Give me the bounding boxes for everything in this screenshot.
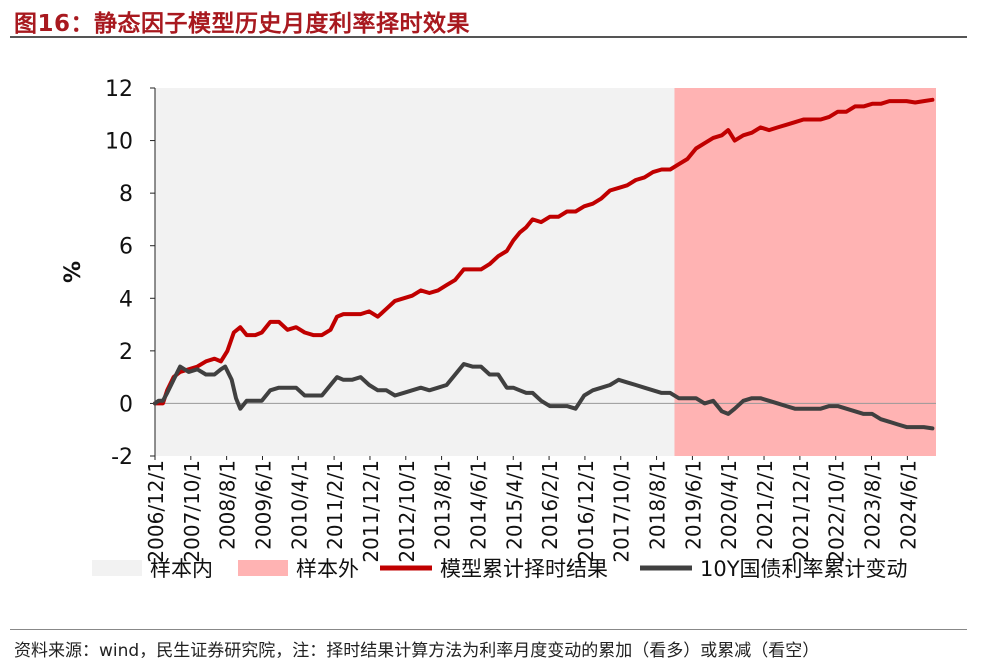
x-tick-label: 2016/12/1 (574, 460, 598, 563)
x-tick-label: 2023/8/1 (861, 460, 885, 550)
x-tick-label: 2012/10/1 (395, 460, 419, 563)
y-tick-labels: 12 10 8 6 4 2 0 -2 (105, 77, 133, 470)
legend-label: 样本内 (150, 557, 213, 581)
y-tick-label: 2 (119, 340, 133, 365)
x-tick-label: 2024/6/1 (896, 460, 920, 550)
x-tick-label: 2010/4/1 (287, 460, 311, 550)
x-tick-label: 2014/6/1 (466, 460, 490, 550)
series-model-timing-line (153, 97, 935, 406)
x-tick-label: 2016/2/1 (538, 460, 562, 550)
x-tick-label: 2022/10/1 (825, 460, 849, 563)
legend-label: 10Y国债利率累计变动 (700, 557, 908, 581)
x-tick-label: 2020/4/1 (717, 460, 741, 550)
x-tick-label: 2008/8/1 (216, 460, 240, 550)
x-tick-label: 2015/4/1 (502, 460, 526, 550)
figure-title: 图16：静态因子模型历史月度利率择时效果 (14, 11, 471, 37)
y-tick-label: -2 (111, 445, 133, 470)
x-tick-label: 2021/2/1 (753, 460, 777, 550)
x-tick-label: 2019/6/1 (681, 460, 705, 550)
legend: 样本内 样本外 模型累计择时结果 10Y国债利率累计变动 (92, 557, 908, 581)
y-tick-label: 12 (105, 77, 133, 102)
series-10y-yield-change-line (153, 362, 935, 431)
x-tick-label: 2011/2/1 (323, 460, 347, 550)
legend-swatch (92, 560, 142, 576)
y-tick-label: 4 (119, 287, 133, 312)
sample-regions (155, 88, 936, 456)
legend-swatch (238, 560, 288, 576)
series-lines (153, 97, 935, 431)
x-tick-label: 2021/12/1 (789, 460, 813, 563)
x-tick-label: 2009/6/1 (251, 460, 275, 550)
x-tick-label: 2018/8/1 (646, 460, 670, 550)
x-tick-label: 2011/12/1 (359, 460, 383, 563)
x-tick-labels: 2006/12/1 2007/10/1 2008/8/1 2009/6/1 2010/4… (144, 460, 920, 563)
x-tick-label: 2007/10/1 (180, 460, 204, 563)
x-tick-label: 2013/8/1 (431, 460, 455, 550)
y-tick-label: 6 (119, 235, 133, 260)
x-tick-label: 2006/12/1 (144, 460, 168, 563)
region-in-sample (155, 88, 675, 456)
x-tick-label: 2017/10/1 (610, 460, 634, 563)
source-note: 资料来源：wind，民生证券研究院，注：择时结果计算方法为利率月度变动的累加（看… (14, 641, 820, 661)
y-tick-label: 0 (119, 392, 133, 417)
region-out-of-sample (674, 88, 936, 456)
title-divider (10, 36, 967, 38)
y-tick-label: 10 (105, 130, 133, 155)
legend-label: 样本外 (296, 557, 359, 581)
legend-label: 模型累计择时结果 (440, 557, 608, 581)
y-axis-label: % (61, 261, 86, 283)
y-tick-label: 8 (119, 182, 133, 207)
source-divider (10, 629, 967, 630)
